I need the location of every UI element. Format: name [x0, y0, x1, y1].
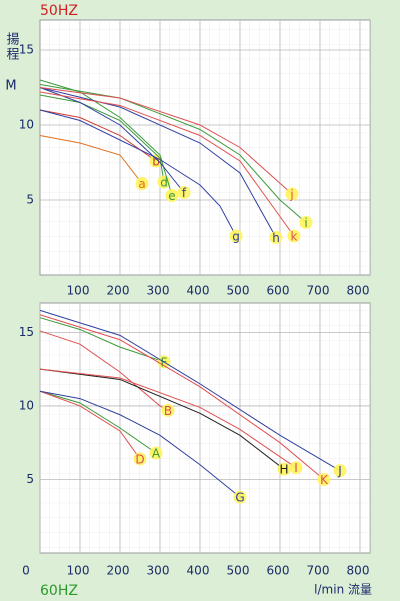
curve [39, 314, 325, 480]
label-badge [289, 461, 303, 475]
x-tick-label: 800 [347, 284, 370, 298]
curve [39, 94, 165, 183]
x-tick-label: 200 [107, 564, 130, 578]
label-badge [233, 490, 247, 504]
x-tick-label: 300 [147, 564, 170, 578]
curve-label: d [160, 176, 168, 190]
minor-grid [40, 303, 370, 553]
minor-grid [40, 20, 370, 275]
curve [39, 390, 241, 498]
x-tick-label: 800 [347, 564, 370, 578]
x-tick-label: 500 [227, 284, 250, 298]
label-badge [135, 177, 149, 190]
label-badge [229, 229, 243, 243]
y-axis-label: 揚程 [4, 31, 20, 62]
x-tick-label: 700 [307, 284, 330, 298]
curve-label: k [291, 230, 298, 244]
x-tick-label: 400 [187, 284, 210, 298]
curve [39, 309, 341, 472]
y-tick-label: 10 [19, 398, 34, 412]
x-tick-label: 400 [187, 564, 210, 578]
label-badge [299, 216, 313, 229]
label-badge [133, 452, 147, 466]
curve-label: i [304, 216, 307, 230]
label-badge [165, 189, 179, 202]
label-badge [277, 462, 291, 476]
curve [39, 317, 165, 363]
label-badge [285, 187, 299, 201]
curve-label: G [235, 491, 244, 505]
y-tick-label: 15 [19, 325, 34, 339]
curve-label: h [272, 231, 280, 245]
curve [39, 368, 285, 470]
label-badge [177, 186, 191, 199]
curve [39, 390, 141, 460]
curve [39, 109, 237, 237]
label-badge [317, 472, 331, 486]
curve-label: K [320, 473, 329, 487]
label-badge [287, 229, 301, 243]
x-tick-label: 100 [67, 564, 90, 578]
label-badge [333, 464, 347, 478]
curve [39, 87, 185, 193]
curve-label: B [164, 404, 172, 418]
y-tick-label: 5 [26, 472, 34, 486]
x-tick-label: 0 [22, 564, 30, 578]
curve-label: b [152, 155, 160, 169]
x-tick-label: 600 [267, 284, 290, 298]
curve-label: A [152, 447, 161, 461]
x-tick-label: 600 [267, 564, 290, 578]
label-badge [161, 403, 175, 417]
curve-label: I [294, 461, 298, 475]
curve-label: e [168, 189, 175, 203]
curve-label: H [279, 463, 288, 477]
curve-label: a [138, 177, 145, 191]
chart-title: 50HZ [40, 3, 78, 19]
curve [39, 368, 297, 469]
x-tick-label: 100 [67, 284, 90, 298]
y-tick-label: 10 [19, 118, 34, 132]
curve [39, 87, 293, 195]
curve [39, 91, 295, 237]
x-tick-label: 300 [147, 284, 170, 298]
curve [39, 79, 173, 196]
y-tick-label: 15 [19, 43, 34, 57]
curve-label: g [232, 230, 240, 244]
x-tick-label: 200 [107, 284, 130, 298]
chart-title: 60HZ [40, 583, 78, 599]
curve-label: j [289, 188, 293, 202]
curve [39, 135, 143, 184]
label-badge [149, 446, 163, 460]
x-axis-label: l/min 流量 [314, 583, 372, 597]
curve [39, 390, 157, 454]
y-axis-unit: M [5, 79, 16, 94]
curve-label: J [337, 464, 342, 478]
curve-label: f [182, 186, 187, 200]
y-tick-label: 5 [26, 193, 34, 207]
x-tick-label: 700 [307, 564, 330, 578]
x-tick-label: 500 [227, 564, 250, 578]
curve-label: D [135, 452, 144, 466]
label-badge [269, 231, 283, 244]
